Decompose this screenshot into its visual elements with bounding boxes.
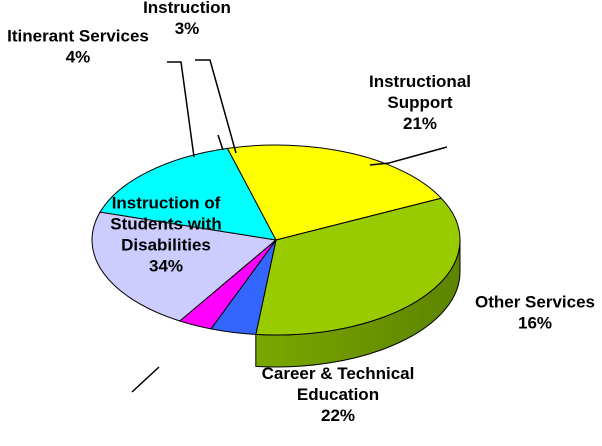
pie-slice-5 (178, 239, 277, 330)
slice-name-line: Itinerant Services (7, 27, 149, 46)
slice-name-line: Students with (110, 215, 221, 234)
slice-name-line: Instructional (369, 72, 471, 91)
slice-name-line: Education (297, 385, 379, 404)
pie-slice-0 (91, 211, 278, 322)
slice-name-line: Instruction (143, 0, 231, 17)
slice-label-5: GeneralInstruction3% (143, 0, 231, 38)
slice-label-1: Other Services 16% (475, 293, 595, 333)
slice-name-line: Support (387, 93, 452, 112)
leader-line-0 (369, 146, 448, 166)
slice-percent: 3% (175, 19, 200, 38)
slice-percent: 34% (149, 257, 183, 276)
pie-slices (91, 144, 461, 336)
slice-percent: 22% (321, 406, 355, 425)
slice-percent: 21% (403, 114, 437, 133)
leader-line-4 (167, 61, 195, 158)
pie-slice-3 (255, 197, 461, 336)
slice-label-0: Instructional Support 21% (369, 72, 471, 133)
pie-slice-1 (99, 147, 277, 241)
leader-lines (131, 59, 448, 393)
slice-name-line: Other Services (475, 293, 595, 312)
leader-tick-1 (131, 366, 160, 393)
slice-label-2: Career & Technical Education 22% (262, 364, 415, 425)
leader-tick-0 (217, 134, 224, 151)
slice-name-line: Disabilities (121, 236, 211, 255)
leader-line-5 (195, 59, 237, 154)
slice-name-line: Career & Technical (262, 364, 415, 383)
slice-percent: 16% (518, 314, 552, 333)
pie-slice-2 (226, 144, 443, 241)
slice-name-line: Instruction of (112, 194, 221, 213)
slice-label-4: Itinerant Services 4% (7, 27, 149, 67)
slice-labels: Instructional Support 21% Other Services 16%… (7, 0, 595, 425)
slice-percent: 4% (66, 48, 91, 67)
slice-label-3: Instruction of Students with Disabilities 3… (110, 194, 221, 276)
